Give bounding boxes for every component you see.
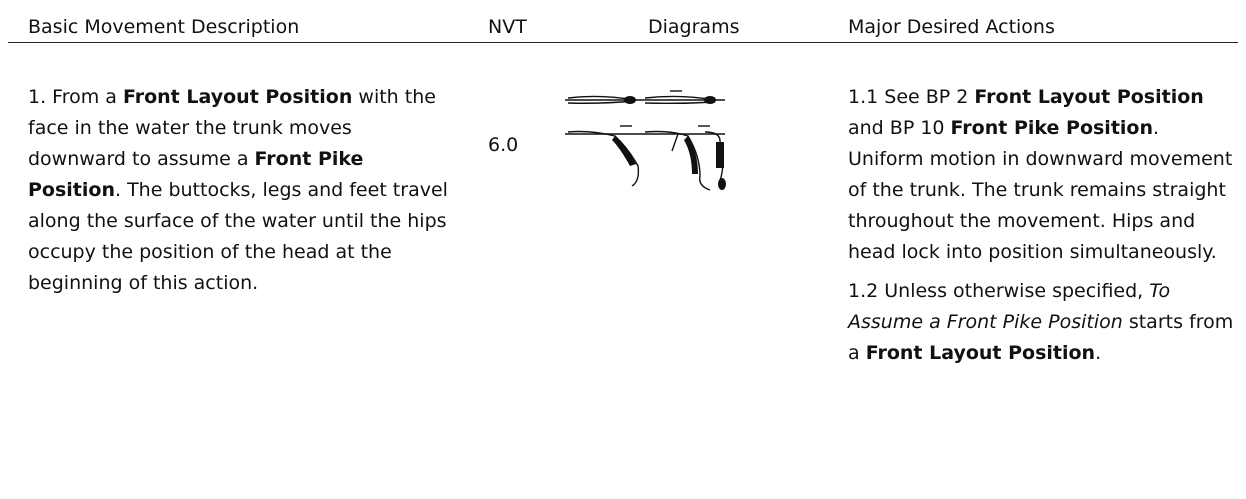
text-run: . Uniform motion in downward movement of… [848,117,1233,263]
text-run: and BP 10 [848,117,951,139]
header-cell: Major Desired Actions [848,16,1055,38]
text-run: with the face in the water the trunk mov… [28,86,436,170]
text-run: . The buttocks, legs and feet travel alo… [28,179,448,294]
description-cell: 1. From a Front Layout Position with the… [28,82,448,307]
header-cell: Diagrams [648,16,740,38]
paragraph: 1. From a Front Layout Position with the… [28,82,448,299]
header-rule [8,42,1238,43]
text-run: starts from a [848,311,1234,364]
header-cell: Basic Movement Description [28,16,300,38]
text-run: Front Layout Position [974,86,1204,108]
text-run: To Assume a Front Pike Position [848,280,1171,333]
actions-cell: 1.1 See BP 2 Front Layout Position and B… [848,82,1240,377]
nvt-cell: 6.0 [488,134,519,156]
diagram [565,90,726,191]
text-run: 1.1 See BP 2 [848,86,975,108]
paragraph: 1.2 Unless otherwise specified, To Assum… [848,276,1240,369]
text-run: . [1095,342,1102,364]
text-run: Front Pike Position [950,117,1153,139]
text-run: 1. From a [28,86,123,108]
text-run: 1.2 Unless otherwise specified, [848,280,1150,302]
paragraph: 1.1 See BP 2 Front Layout Position and B… [848,82,1240,268]
header-cell: NVT [488,16,527,38]
text-run: Front Pike Position [28,148,364,201]
text-run: Front Layout Position [865,342,1096,364]
text-run: Front Layout Position [122,86,353,108]
